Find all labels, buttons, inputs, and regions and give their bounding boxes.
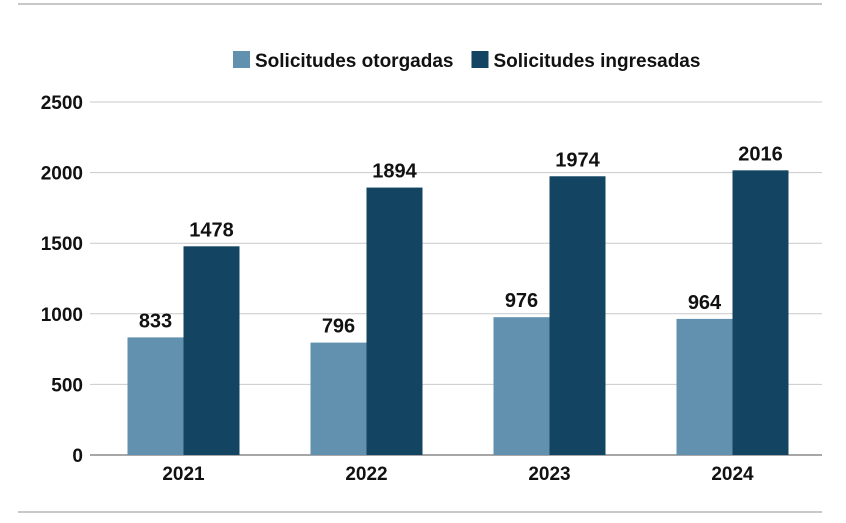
y-tick-label: 2500 — [41, 93, 83, 114]
data-label: 833 — [139, 310, 172, 332]
data-label: 976 — [505, 290, 538, 312]
x-tick-label: 2022 — [345, 464, 387, 485]
bar-ingresadas-2022 — [366, 187, 423, 455]
y-tick-label: 0 — [72, 446, 83, 467]
bar-otorgadas-2024 — [676, 318, 733, 455]
legend-label: Solicitudes ingresadas — [493, 51, 700, 72]
bar-otorgadas-2021 — [127, 337, 184, 455]
bar-ingresadas-2024 — [732, 170, 789, 455]
legend-swatch — [471, 51, 489, 68]
y-tick-label: 500 — [51, 375, 83, 396]
y-tick-label: 1500 — [41, 234, 83, 255]
legend: Solicitudes otorgadas Solicitudes ingresa… — [233, 51, 700, 72]
bar-otorgadas-2022 — [310, 342, 367, 455]
data-label: 2016 — [738, 143, 783, 165]
x-tick-label: 2024 — [711, 464, 754, 485]
data-label: 1974 — [555, 149, 600, 171]
legend-swatch — [233, 51, 250, 68]
bars — [127, 170, 789, 456]
bar-ingresadas-2021 — [183, 246, 240, 455]
data-label: 796 — [322, 316, 355, 338]
x-tick-label: 2021 — [162, 464, 205, 485]
y-tick-label: 2000 — [41, 164, 83, 185]
data-labels: 833 1478 796 1894 976 1974 964 2016 — [139, 143, 783, 337]
bar-ingresadas-2023 — [549, 176, 606, 456]
data-label: 1894 — [372, 161, 417, 183]
data-label: 1478 — [189, 219, 234, 241]
x-tick-label: 2023 — [528, 464, 570, 485]
bar-otorgadas-2023 — [493, 317, 550, 455]
y-axis-ticks: 0 500 1000 1500 2000 2500 — [41, 93, 83, 467]
y-tick-label: 1000 — [41, 305, 83, 326]
data-label: 964 — [688, 292, 722, 314]
x-axis-ticks: 2021 2022 2023 2024 — [162, 464, 754, 485]
legend-label: Solicitudes otorgadas — [255, 51, 453, 72]
